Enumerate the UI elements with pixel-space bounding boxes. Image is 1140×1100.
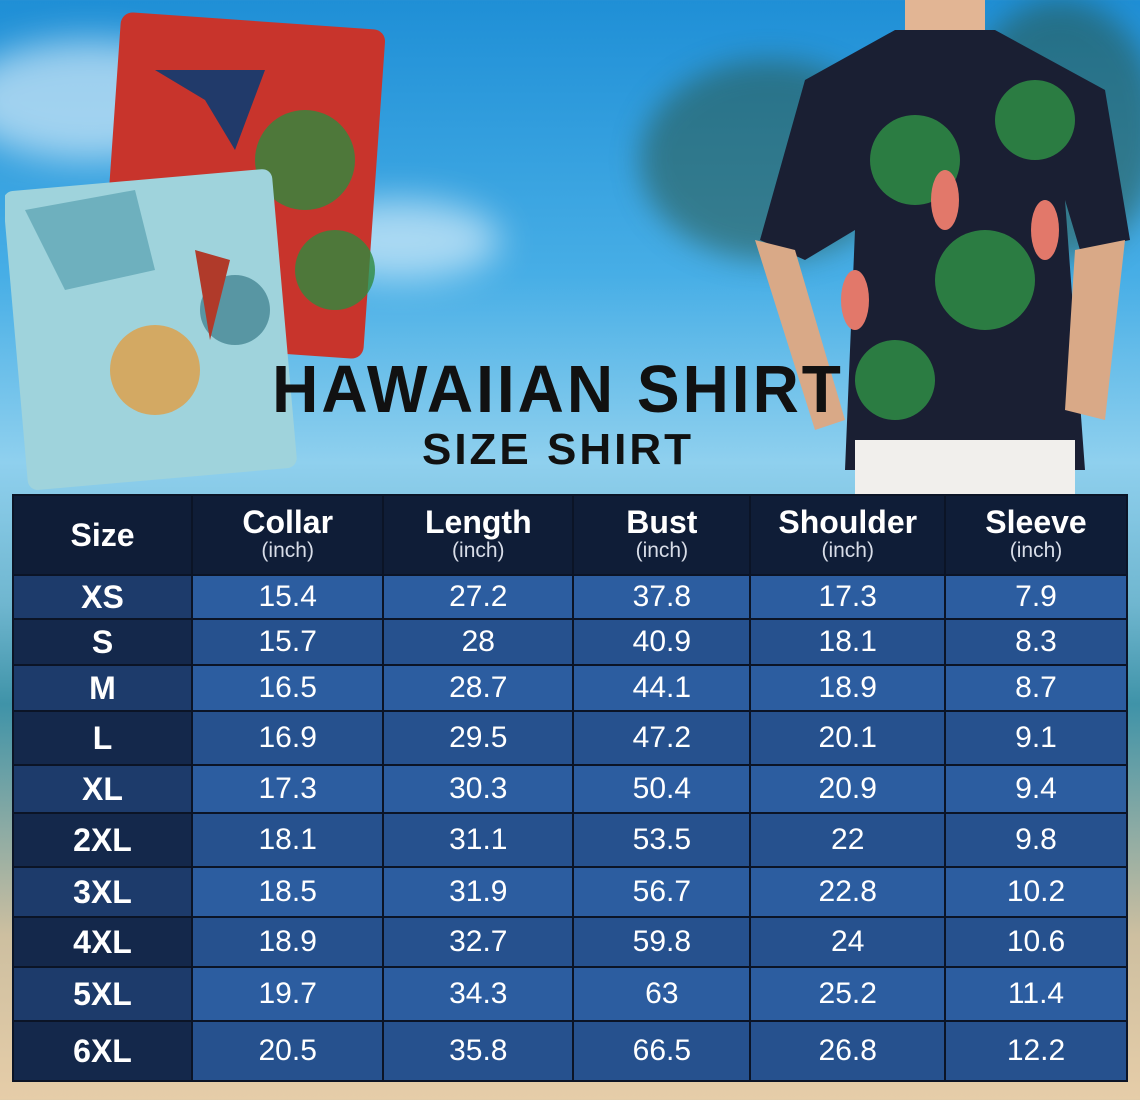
column-unit: (inch) [821, 539, 874, 562]
column-label: Shoulder [778, 504, 918, 540]
size-cell: S [12, 618, 193, 666]
table-row: 5XL 19.7 34.3 63 25.2 11.4 [12, 966, 1128, 1022]
model-wearing-shirt-image [755, 0, 1130, 495]
table-row: 3XL 18.5 31.9 56.7 22.8 10.2 [12, 866, 1128, 918]
table-row: 4XL 18.9 32.7 59.8 24 10.6 [12, 916, 1128, 968]
column-label: Collar [242, 504, 334, 540]
column-header-length: Length (inch) [382, 494, 575, 576]
page-title: HAWAIIAN SHIRT [272, 351, 844, 427]
measurement-cell: 50.4 [572, 764, 752, 814]
measurement-cell: 9.1 [944, 710, 1128, 766]
measurement-cell: 53.5 [572, 812, 752, 868]
measurement-cell: 28 [382, 618, 575, 666]
measurement-cell: 63 [572, 966, 752, 1022]
measurement-cell: 28.7 [382, 664, 575, 712]
column-unit: (inch) [452, 539, 505, 562]
measurement-cell: 8.7 [944, 664, 1128, 712]
column-header-size: Size [12, 494, 193, 576]
table-row: XS 15.4 27.2 37.8 17.3 7.9 [12, 574, 1128, 620]
size-cell: 2XL [12, 812, 193, 868]
measurement-cell: 15.7 [190, 618, 385, 666]
measurement-cell: 16.9 [190, 710, 385, 766]
measurement-cell: 18.9 [190, 916, 385, 968]
column-header-bust: Bust (inch) [572, 494, 752, 576]
size-chart-table: Size Collar (inch) Length (inch) Bust (inch) Sh… [12, 494, 1128, 1082]
measurement-cell: 26.8 [749, 1020, 947, 1082]
measurement-cell: 17.3 [190, 764, 385, 814]
column-label: Size [70, 517, 135, 553]
measurement-cell: 56.7 [572, 866, 752, 918]
measurement-cell: 7.9 [944, 574, 1128, 620]
measurement-cell: 37.8 [572, 574, 752, 620]
column-unit: (inch) [635, 539, 689, 562]
measurement-cell: 40.9 [572, 618, 752, 666]
measurement-cell: 18.9 [749, 664, 947, 712]
table-header-row: Size Collar (inch) Length (inch) Bust (inch) Sh… [12, 494, 1128, 576]
column-unit: (inch) [261, 539, 314, 562]
measurement-cell: 9.8 [944, 812, 1128, 868]
measurement-cell: 16.5 [190, 664, 385, 712]
size-cell: M [12, 664, 193, 712]
measurement-cell: 11.4 [944, 966, 1128, 1022]
table-row: XL 17.3 30.3 50.4 20.9 9.4 [12, 764, 1128, 814]
table-row: L 16.9 29.5 47.2 20.1 9.1 [12, 710, 1128, 766]
table-row: 6XL 20.5 35.8 66.5 26.8 12.2 [12, 1020, 1128, 1082]
measurement-cell: 20.1 [749, 710, 947, 766]
measurement-cell: 18.1 [749, 618, 947, 666]
measurement-cell: 15.4 [190, 574, 385, 620]
measurement-cell: 8.3 [944, 618, 1128, 666]
size-cell: 3XL [12, 866, 193, 918]
folded-shirts-image [5, 12, 385, 490]
measurement-cell: 25.2 [749, 966, 947, 1022]
measurement-cell: 34.3 [382, 966, 575, 1022]
measurement-cell: 12.2 [944, 1020, 1128, 1082]
measurement-cell: 22 [749, 812, 947, 868]
measurement-cell: 31.9 [382, 866, 575, 918]
column-label: Bust [626, 504, 698, 540]
column-header-collar: Collar (inch) [190, 494, 385, 576]
measurement-cell: 27.2 [382, 574, 575, 620]
measurement-cell: 10.2 [944, 866, 1128, 918]
measurement-cell: 31.1 [382, 812, 575, 868]
size-cell: XL [12, 764, 193, 814]
measurement-cell: 47.2 [572, 710, 752, 766]
size-cell: 5XL [12, 966, 193, 1022]
size-cell: L [12, 710, 193, 766]
column-header-sleeve: Sleeve (inch) [944, 494, 1128, 576]
measurement-cell: 59.8 [572, 916, 752, 968]
column-header-shoulder: Shoulder (inch) [749, 494, 947, 576]
measurement-cell: 22.8 [749, 866, 947, 918]
measurement-cell: 32.7 [382, 916, 575, 968]
measurement-cell: 10.6 [944, 916, 1128, 968]
table-row: 2XL 18.1 31.1 53.5 22 9.8 [12, 812, 1128, 868]
measurement-cell: 35.8 [382, 1020, 575, 1082]
size-cell: XS [12, 574, 193, 620]
measurement-cell: 18.1 [190, 812, 385, 868]
measurement-cell: 24 [749, 916, 947, 968]
measurement-cell: 18.5 [190, 866, 385, 918]
measurement-cell: 19.7 [190, 966, 385, 1022]
table-row: M 16.5 28.7 44.1 18.9 8.7 [12, 664, 1128, 712]
column-label: Length [424, 504, 532, 540]
measurement-cell: 20.5 [190, 1020, 385, 1082]
measurement-cell: 20.9 [749, 764, 947, 814]
measurement-cell: 29.5 [382, 710, 575, 766]
measurement-cell: 30.3 [382, 764, 575, 814]
column-unit: (inch) [1009, 539, 1063, 562]
column-label: Sleeve [985, 504, 1087, 540]
measurement-cell: 66.5 [572, 1020, 752, 1082]
measurement-cell: 17.3 [749, 574, 947, 620]
measurement-cell: 9.4 [944, 764, 1128, 814]
size-cell: 4XL [12, 916, 193, 968]
table-row: S 15.7 28 40.9 18.1 8.3 [12, 618, 1128, 666]
page-subtitle: SIZE SHIRT [421, 425, 695, 474]
size-cell: 6XL [12, 1020, 193, 1082]
measurement-cell: 44.1 [572, 664, 752, 712]
